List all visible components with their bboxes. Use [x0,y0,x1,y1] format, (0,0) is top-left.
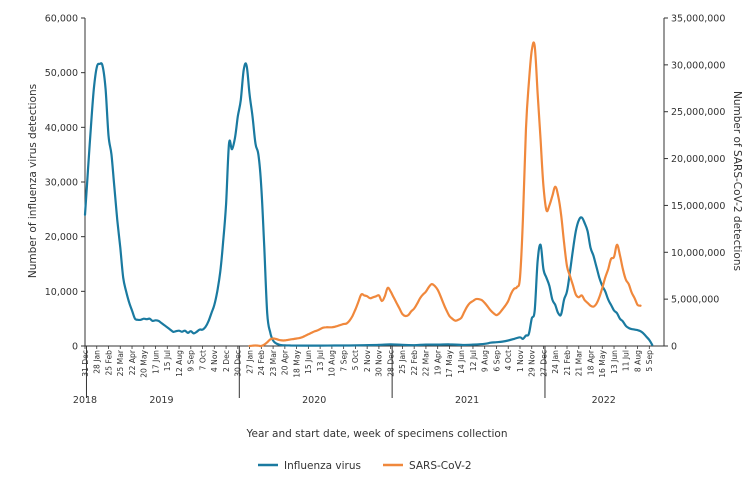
x-tick-label: 13 Jun [610,350,619,374]
y-right-tick-label: 10,000,000 [671,248,725,259]
right-axis: 0 5,000,000 10,000,000 15,000,000 20,000,000… [663,14,725,353]
x-tick-label: 2 Dec [222,350,231,372]
x-tick-label: 20 Apr [281,349,290,375]
y-right-tick-label: 35,000,000 [671,14,725,25]
legend-label: SARS-CoV-2 [409,460,472,472]
y-left-tick-label: 60,000 [45,14,78,25]
y-right-tick-label: 0 [671,342,677,353]
y-axis-left-title: Number of influenza virus detections [27,84,39,278]
year-label: 2018 [73,395,97,406]
x-tick-label: 15 Jun [304,350,313,374]
x-tick-label: 8 Aug [633,350,642,372]
legend-item-influenza-virus: Influenza virus [258,460,361,472]
x-tick-label: 30 Nov [375,350,384,377]
x-axis: 31 Dec 28 Jan 25 Feb 25 Mar 22 Apr 20 May 17 J… [73,345,664,406]
x-tick-label: 22 Feb [410,350,419,376]
x-tick-label: 9 Sep [187,350,196,372]
x-tick-label: 27 Jan [245,350,254,374]
x-tick-label: 28 Dec [386,350,395,377]
x-tick-label: 15 Jul [163,350,172,371]
x-tick-label: 12 Aug [175,350,184,377]
left-axis: 0 10,000 20,000 30,000 40,000 50,000 60,000 [45,14,86,353]
x-tick-label: 11 Jul [622,350,631,371]
x-tick-label: 25 Jan [398,350,407,374]
legend-item-sars-cov-2: SARS-CoV-2 [383,460,472,472]
y-left-tick-label: 30,000 [45,178,78,189]
year-label: 2020 [302,395,326,406]
x-tick-label: 19 Apr [433,349,442,375]
year-label: 2022 [592,395,616,406]
x-tick-label: 21 Mar [575,349,584,376]
x-tick-label: 18 Apr [586,349,595,375]
x-tick-label: 10 Aug [328,350,337,377]
x-tick-label: 24 Feb [257,350,266,376]
x-tick-label: 30 Dec [234,350,243,377]
x-tick-label: 6 Sep [492,350,501,372]
x-axis-title: Year and start date, week of specimens c… [245,428,507,440]
x-tick-label: 13 Jul [316,350,325,371]
x-tick-label: 25 Feb [104,350,113,376]
x-tick-label: 20 May [140,349,149,377]
x-tick-label: 22 Apr [128,349,137,375]
y-left-tick-label: 50,000 [45,68,78,79]
y-right-tick-label: 15,000,000 [671,201,725,212]
x-tick-label: 31 Dec [81,350,90,377]
x-tick-label: 4 Oct [504,350,513,370]
x-tick-label: 23 Mar [269,349,278,376]
year-label: 2021 [455,395,479,406]
x-tick-label: 29 Nov [528,350,537,377]
y-right-tick-label: 25,000,000 [671,107,725,118]
x-tick-label: 7 Oct [198,350,207,370]
legend-label: Influenza virus [284,460,361,472]
x-tick-label: 7 Sep [339,350,348,372]
plot-area: 0 10,000 20,000 30,000 40,000 50,000 60,000 0 5… [45,14,726,407]
x-tick-label: 1 Nov [516,350,525,373]
x-tick-label: 24 Jan [551,350,560,374]
x-tick-label: 12 Jul [469,350,478,371]
x-tick-label: 2 Nov [363,350,372,373]
x-tick-label: 9 Aug [481,350,490,372]
x-tick-label: 16 May [598,349,607,377]
x-tick-label: 14 Jun [457,350,466,374]
x-tick-label: 4 Nov [210,350,219,373]
year-label: 2019 [149,395,173,406]
series-layer [83,41,654,348]
x-tick-label: 25 Mar [116,349,125,376]
x-tick-label: 22 Mar [422,349,431,376]
x-tick-label: 5 Sep [645,350,654,372]
x-tick-label: 21 Feb [563,350,572,376]
x-tick-label: 18 May [292,349,301,377]
series-line-sars-cov-2 [248,41,642,348]
x-tick-label: 17 May [445,349,454,377]
x-tick-label: 5 Oct [351,350,360,370]
series-line-influenza-virus [83,62,654,347]
x-tick-label: 28 Jan [93,350,102,374]
y-left-tick-label: 10,000 [45,287,78,298]
y-left-tick-label: 40,000 [45,123,78,134]
y-right-tick-label: 5,000,000 [671,295,719,306]
x-tick-label: 17 Jun [151,350,160,374]
y-axis-right-title: Number of SARS-CoV-2 detections [731,91,743,271]
y-right-tick-label: 30,000,000 [671,60,725,71]
y-right-tick-label: 20,000,000 [671,154,725,165]
x-tick-label: 27 Dec [539,350,548,377]
legend: Influenza virus SARS-CoV-2 [258,460,472,472]
y-left-tick-label: 20,000 [45,232,78,243]
y-left-tick-label: 0 [72,342,78,353]
